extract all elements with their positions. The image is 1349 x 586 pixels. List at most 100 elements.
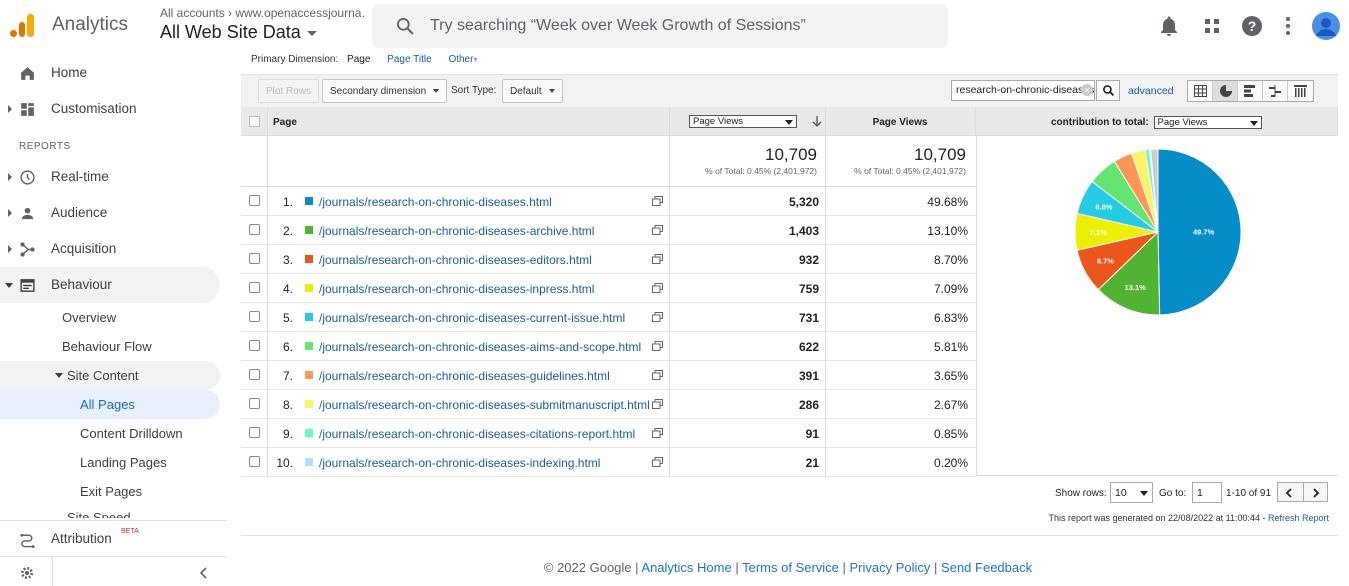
chevron-down-icon — [548, 89, 555, 94]
table-row: 8. /journals/research-on-chronic-diseases… — [241, 390, 976, 419]
pie-view-icon[interactable] — [1213, 81, 1238, 101]
pivot-view-icon[interactable] — [1288, 81, 1313, 101]
goto-input[interactable]: 1 — [1192, 482, 1222, 503]
sidebar-item-realtime[interactable]: Real-time — [0, 159, 220, 195]
page-link[interactable]: /journals/research-on-chronic-diseases-i… — [319, 456, 601, 470]
row-checkbox[interactable] — [249, 253, 260, 264]
account-avatar-icon[interactable] — [1312, 12, 1340, 40]
row-color-swatch — [305, 284, 313, 292]
sidebar-item-landing-pages[interactable]: Landing Pages — [0, 448, 220, 477]
row-checkbox[interactable] — [249, 311, 260, 322]
sidebar-item-customisation[interactable]: Customisation — [0, 91, 220, 127]
performance-view-icon[interactable] — [1238, 81, 1263, 101]
collapse-chevron-left-icon[interactable] — [198, 567, 210, 579]
comparison-view-icon[interactable] — [1263, 81, 1288, 101]
sidebar-item-content-drilldown[interactable]: Content Drilldown — [0, 419, 220, 448]
sidebar-item-acquisition[interactable]: Acquisition — [0, 231, 220, 267]
secondary-dimension-select[interactable]: Secondary dimension — [322, 79, 448, 103]
select-all-checkbox[interactable] — [249, 116, 260, 127]
page-link[interactable]: /journals/research-on-chronic-diseases.h… — [319, 195, 552, 209]
pie-slice[interactable] — [1157, 148, 1242, 316]
sidebar-item-behaviour-flow[interactable]: Behaviour Flow — [0, 332, 220, 361]
sidebar-item-home[interactable]: Home — [0, 55, 220, 91]
pie-slice[interactable] — [1097, 230, 1161, 316]
page-views-percent: 13.10% — [927, 224, 968, 238]
dimension-page[interactable]: Page — [347, 54, 371, 65]
page-link[interactable]: /journals/research-on-chronic-diseases-c… — [319, 311, 626, 325]
page-link[interactable]: /journals/research-on-chronic-diseases-g… — [319, 369, 610, 383]
open-external-icon[interactable] — [652, 312, 663, 322]
open-external-icon[interactable] — [652, 196, 663, 206]
sidebar-item-behaviour[interactable]: Behaviour — [0, 267, 220, 303]
contribution-select[interactable]: Page Views — [1153, 116, 1262, 129]
row-checkbox[interactable] — [249, 369, 260, 380]
prev-page-icon[interactable] — [1285, 488, 1294, 498]
sort-descending-icon[interactable] — [812, 116, 822, 128]
open-external-icon[interactable] — [652, 283, 663, 293]
terms-link[interactable]: Terms of Service — [742, 560, 839, 575]
page-link[interactable]: /journals/research-on-chronic-diseases-a… — [319, 340, 642, 354]
account-breadcrumb[interactable]: All accounts › www.openaccessjourna… — [160, 6, 365, 20]
sidebar-item-all-pages[interactable]: All Pages — [0, 390, 220, 419]
row-checkbox[interactable] — [249, 195, 260, 206]
open-external-icon[interactable] — [652, 254, 663, 264]
search-input[interactable]: Try searching “Week over Week Growth of … — [372, 4, 948, 48]
sidebar-item-attribution[interactable]: Attribution BETA — [0, 520, 227, 556]
open-external-icon[interactable] — [652, 370, 663, 380]
next-page-icon[interactable] — [1311, 488, 1320, 498]
pie-slice[interactable] — [1150, 148, 1159, 233]
chevron-down-icon — [1140, 491, 1148, 496]
page-link[interactable]: /journals/research-on-chronic-diseases-a… — [319, 224, 595, 238]
filter-search-button[interactable] — [1096, 80, 1120, 101]
open-external-icon[interactable] — [652, 428, 663, 438]
row-checkbox[interactable] — [249, 340, 260, 351]
sidebar-item-site-speed[interactable]: Site Speed — [0, 506, 220, 518]
feedback-link[interactable]: Send Feedback — [941, 560, 1033, 575]
analytics-home-link[interactable]: Analytics Home — [641, 560, 732, 575]
page-link[interactable]: /journals/research-on-chronic-diseases-e… — [319, 253, 592, 267]
more-vert-icon[interactable] — [1276, 14, 1300, 38]
filter-input[interactable]: research-on-chronic-diseases — [951, 80, 1095, 101]
sidebar-item-exit-pages[interactable]: Exit Pages — [0, 477, 220, 506]
footer-separator: | — [731, 560, 743, 575]
help-icon[interactable]: ? — [1240, 14, 1264, 38]
row-checkbox[interactable] — [249, 282, 260, 293]
column-header-page-views[interactable]: Page Views — [872, 117, 928, 128]
table-view-icon[interactable] — [1188, 81, 1213, 101]
sidebar-item-audience[interactable]: Audience — [0, 195, 220, 231]
dimension-page-title[interactable]: Page Title — [387, 54, 432, 65]
metric-select[interactable]: Page Views — [689, 115, 797, 128]
sidebar-item-site-content[interactable]: Site Content — [0, 361, 220, 390]
page-link[interactable]: /journals/research-on-chronic-diseases-i… — [319, 282, 595, 296]
page-link[interactable]: /journals/research-on-chronic-diseases-c… — [319, 427, 636, 441]
advanced-filter-link[interactable]: advanced — [1128, 85, 1174, 97]
plot-rows-button[interactable]: Plot Rows — [258, 79, 320, 103]
open-external-icon[interactable] — [652, 457, 663, 467]
refresh-report-link[interactable]: Refresh Report — [1267, 513, 1329, 523]
clear-filter-icon[interactable]: × — [1081, 84, 1093, 96]
row-checkbox[interactable] — [249, 398, 260, 409]
apps-grid-icon[interactable] — [1200, 14, 1224, 38]
search-icon — [1103, 85, 1115, 97]
account-view-selector[interactable]: All Web Site Data — [160, 22, 317, 43]
row-checkbox[interactable] — [249, 427, 260, 438]
open-external-icon[interactable] — [652, 341, 663, 351]
sort-type-select[interactable]: Default — [502, 79, 563, 103]
open-external-icon[interactable] — [652, 225, 663, 235]
column-header-page[interactable]: Page — [273, 117, 297, 128]
sidebar-item-overview[interactable]: Overview — [0, 303, 220, 332]
table-row: 7. /journals/research-on-chronic-diseases… — [241, 361, 976, 390]
analytics-logo-icon[interactable] — [10, 13, 36, 39]
dimension-other[interactable]: Other — [448, 54, 474, 65]
row-checkbox[interactable] — [249, 456, 260, 467]
show-rows-select[interactable]: 10 — [1110, 482, 1153, 503]
bell-icon[interactable] — [1157, 14, 1181, 38]
page-views-value: 5,320 — [788, 195, 819, 209]
privacy-link[interactable]: Privacy Policy — [849, 560, 931, 575]
gear-icon[interactable] — [19, 565, 35, 581]
row-checkbox[interactable] — [249, 224, 260, 235]
svg-text:?: ? — [1248, 18, 1257, 34]
page-link[interactable]: /journals/research-on-chronic-diseases-s… — [319, 398, 650, 412]
row-color-swatch — [305, 371, 313, 379]
open-external-icon[interactable] — [652, 399, 663, 409]
